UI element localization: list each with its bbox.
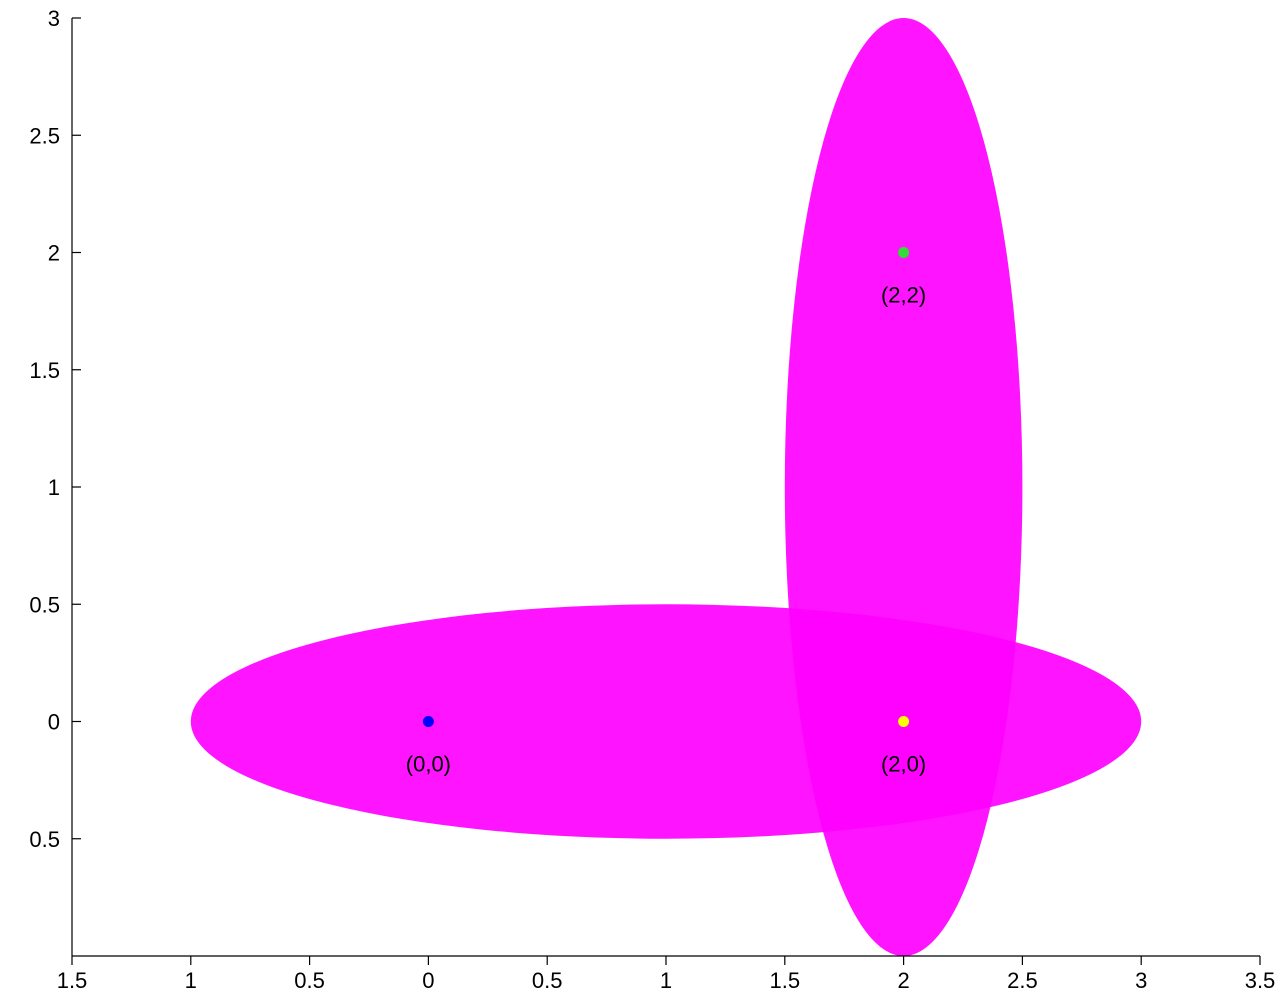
point-label: (2,0) bbox=[881, 752, 926, 777]
x-tick-label: 0.5 bbox=[294, 968, 325, 993]
data-point bbox=[422, 716, 434, 727]
x-tick-label: 0.5 bbox=[532, 968, 563, 993]
y-tick-label: 1.5 bbox=[29, 358, 60, 383]
x-tick-label: 2.5 bbox=[1007, 968, 1038, 993]
tick-layer: 1.5 1 0.5 0 0.5 1 1.5 2 2.5 3 3.5 0.5 0 0.5 1 1.5 2 2.5 3 bbox=[29, 6, 1275, 993]
x-tick-label: 1.5 bbox=[770, 968, 801, 993]
x-tick-label: 3 bbox=[1135, 968, 1147, 993]
x-tick-label: 1 bbox=[660, 968, 672, 993]
y-tick-label: 0 bbox=[48, 710, 60, 735]
y-tick-label: 3 bbox=[48, 6, 60, 31]
ellipse-layer bbox=[190, 18, 1142, 956]
y-tick-label: 0.5 bbox=[29, 827, 60, 852]
data-point bbox=[898, 716, 910, 727]
x-tick-label: 1 bbox=[185, 968, 197, 993]
point-layer: (0,0) (2,2) (2,0) bbox=[406, 247, 926, 777]
data-point bbox=[898, 247, 910, 258]
x-tick-label: 1.5 bbox=[57, 968, 88, 993]
y-tick-label: 2 bbox=[48, 241, 60, 266]
x-tick-label: 2 bbox=[897, 968, 909, 993]
point-label: (0,0) bbox=[406, 752, 451, 777]
ellipse-2 bbox=[784, 18, 1023, 956]
x-tick-label: 0 bbox=[422, 968, 434, 993]
y-tick-label: 2.5 bbox=[29, 123, 60, 148]
point-label: (2,2) bbox=[881, 283, 926, 308]
y-tick-label: 0.5 bbox=[29, 592, 60, 617]
y-tick-label: 1 bbox=[48, 475, 60, 500]
x-tick-label: 3.5 bbox=[1245, 968, 1276, 993]
